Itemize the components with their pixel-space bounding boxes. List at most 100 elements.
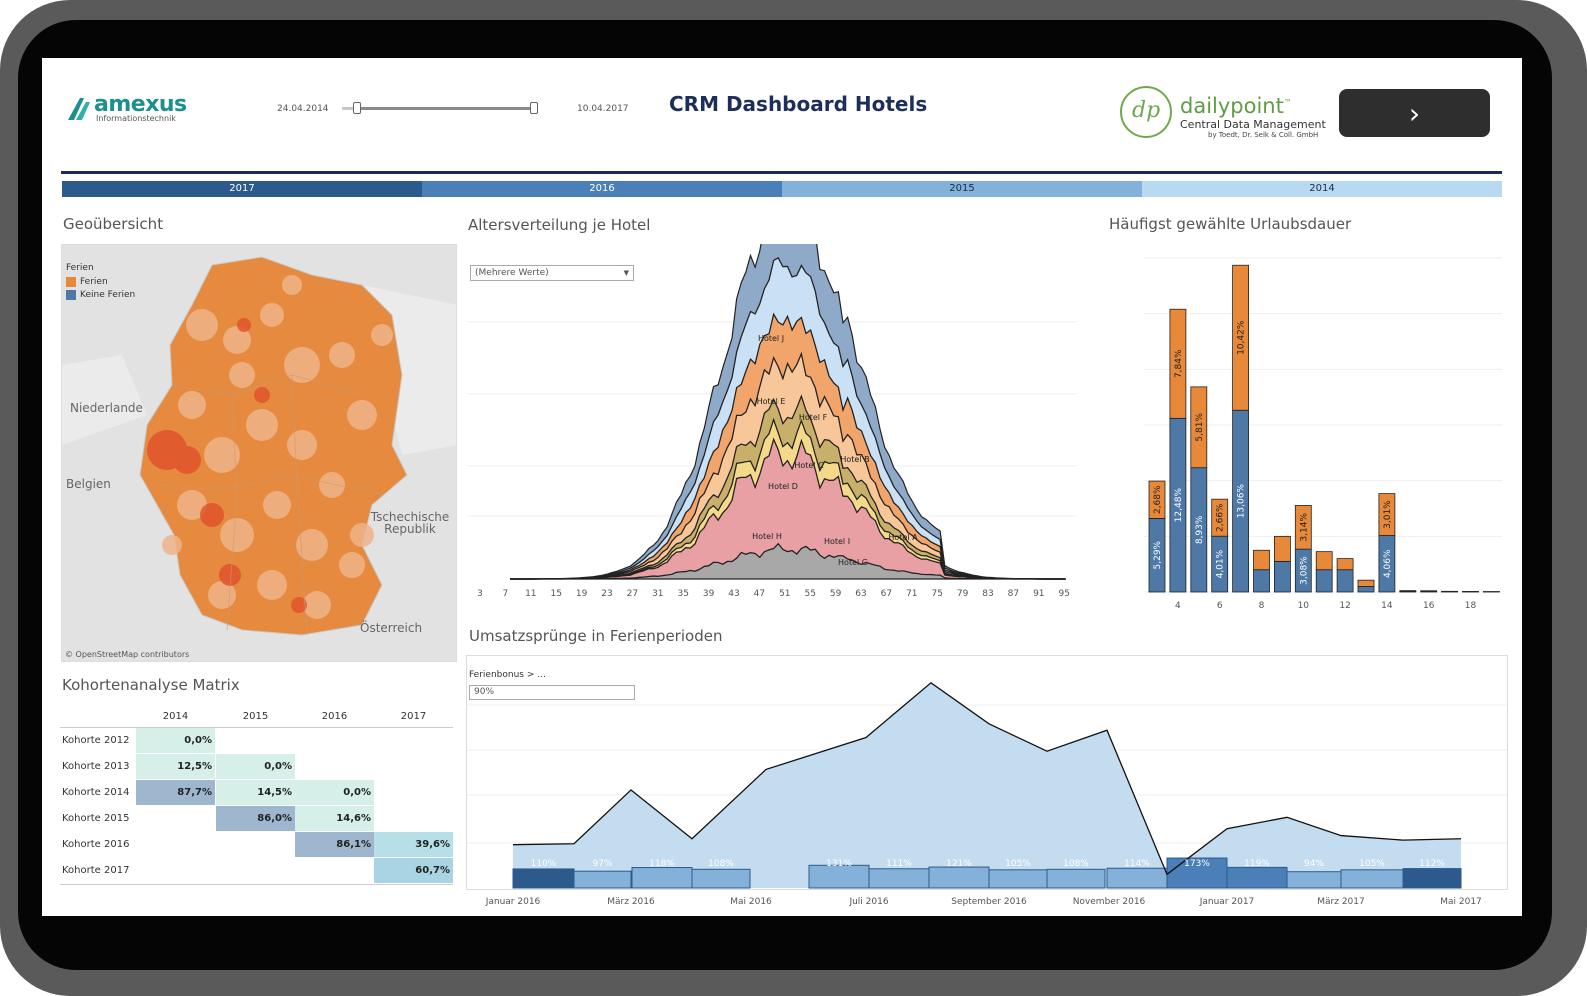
date-slider-range [356, 107, 534, 110]
cohort-cell[interactable]: 87,7% [136, 780, 215, 805]
age-stream[interactable] [509, 244, 1066, 580]
cohort-cell[interactable]: 86,1% [295, 832, 374, 857]
bar-label-orange: 5,81% [1195, 413, 1205, 442]
cohort-header-rule [60, 727, 453, 728]
cohort-cell[interactable]: 0,0% [295, 780, 374, 805]
bar-label-blue: 3,08% [1299, 556, 1309, 585]
bar-label-blue: 4,01% [1216, 549, 1226, 578]
hotel-filter-dropdown[interactable]: (Mehrere Werte) ▼ [470, 265, 634, 281]
bar-label-orange: 3,14% [1299, 513, 1309, 542]
amexus-word: amexus [94, 92, 187, 117]
bar-ferien[interactable] [1336, 558, 1354, 571]
duration-x-tick: 4 [1175, 601, 1181, 611]
age-x-tick: 47 [754, 589, 765, 599]
germany-heatmap[interactable]: Ferien Ferien Keine Ferien Niederlande B… [61, 244, 457, 662]
duration-x-tick: 12 [1339, 601, 1350, 611]
hotel-stream-label: Hotel A [888, 533, 918, 542]
revenue-bar-label: 110% [531, 859, 557, 869]
cohort-cell[interactable]: 60,7% [374, 858, 453, 883]
revenue-line [512, 681, 1462, 876]
bar-ferien[interactable] [1148, 480, 1166, 519]
revenue-bar[interactable] [1340, 869, 1404, 889]
revenue-bar[interactable] [1106, 867, 1168, 889]
bar-ferien[interactable] [1169, 308, 1187, 419]
bar-ferien[interactable] [1315, 551, 1333, 571]
year-tab-2015[interactable]: 2015 [782, 181, 1142, 197]
duration-bar-chart[interactable]: 5,29% 2,68% 12,48% 7,84% 8,93% 5,81% 4,01% 2,66… [1104, 244, 1504, 618]
age-distribution-chart[interactable]: Hotel J Hotel E Hotel F Hotel B Hotel C Hotel… [465, 244, 1081, 614]
cohort-cell[interactable]: 0,0% [216, 754, 295, 779]
bar-keine-ferien[interactable] [1336, 569, 1354, 593]
revenue-bar-label: 121% [946, 859, 972, 869]
bar-ferien[interactable] [1190, 386, 1208, 469]
revenue-bar[interactable] [1286, 871, 1342, 889]
age-x-tick: 27 [627, 589, 638, 599]
bonus-filter-input[interactable]: 90% [469, 685, 635, 700]
revenue-area-chart[interactable]: 110% 97% 118% 108% 131% 111% 121% 105% 108% 114% 1… [466, 655, 1508, 915]
bar-ferien[interactable] [1211, 498, 1229, 537]
bar-ferien[interactable] [1253, 549, 1270, 571]
revenue-bar[interactable] [1226, 866, 1288, 889]
age-x-tick: 59 [830, 589, 842, 599]
revenue-x-tick: Mai 2017 [1440, 897, 1482, 907]
revenue-bar[interactable] [512, 868, 575, 889]
cohort-title: Kohortenanalyse Matrix [62, 676, 240, 694]
map-legend-item[interactable]: Ferien [66, 277, 135, 287]
cohort-cell[interactable]: 0,0% [136, 728, 215, 753]
bar-ferien[interactable] [1420, 590, 1438, 592]
revenue-bar-label: 105% [1005, 859, 1031, 869]
revenue-area[interactable] [513, 682, 1461, 888]
bar-label-blue: 5,29% [1153, 540, 1163, 569]
cohort-row-label: Kohorte 2015 [62, 813, 130, 824]
bar-label-orange: 7,84% [1174, 349, 1184, 378]
year-tab-2016[interactable]: 2016 [422, 181, 782, 197]
revenue-bar[interactable] [631, 867, 693, 889]
cohort-cell[interactable]: 14,5% [216, 780, 295, 805]
cohort-cell[interactable]: 14,6% [295, 806, 374, 831]
dailypoint-name: dailypoint™ [1180, 94, 1292, 118]
bar-ferien[interactable] [1232, 264, 1250, 411]
duration-x-tick: 14 [1381, 601, 1393, 611]
revenue-bar[interactable] [691, 868, 751, 889]
bar-ferien[interactable] [1378, 493, 1396, 536]
revenue-bar[interactable] [928, 866, 990, 889]
date-slider-end-handle[interactable] [530, 102, 538, 114]
cohort-row-label: Kohorte 2013 [62, 761, 130, 772]
cohort-column-header: 2017 [400, 711, 427, 722]
date-slider-start-handle[interactable] [353, 102, 361, 114]
revenue-bar[interactable] [573, 870, 632, 889]
bar-keine-ferien[interactable] [1253, 569, 1270, 593]
duration-x-tick: 6 [1217, 601, 1223, 611]
age-x-tick: 83 [982, 589, 993, 599]
bar-ferien[interactable] [1399, 590, 1417, 592]
bar-ferien[interactable] [1294, 505, 1312, 550]
revenue-bar[interactable] [988, 869, 1048, 889]
revenue-bar[interactable] [1402, 868, 1462, 889]
cohort-cell[interactable]: 39,6% [374, 832, 453, 857]
year-tab-2017[interactable]: 2017 [62, 181, 422, 197]
revenue-bar-label: 131% [826, 859, 852, 869]
map-legend: Ferien Ferien Keine Ferien [66, 263, 135, 300]
bar-keine-ferien[interactable] [1357, 586, 1375, 593]
age-x-tick: 11 [525, 589, 536, 599]
revenue-bar[interactable] [1046, 868, 1106, 889]
bar-keine-ferien[interactable] [1273, 560, 1291, 593]
bar-ferien[interactable] [1273, 535, 1291, 562]
age-x-tick: 43 [728, 589, 739, 599]
cohort-cell[interactable]: 86,0% [216, 806, 295, 831]
bar-label-blue: 12,48% [1174, 488, 1184, 523]
hotel-stream-label: Hotel C [794, 461, 824, 470]
bar-keine-ferien[interactable] [1315, 569, 1333, 593]
year-tab-2014[interactable]: 2014 [1142, 181, 1502, 197]
map-label-oesterreich: Österreich [360, 621, 423, 635]
bar-ferien[interactable] [1357, 579, 1375, 587]
map-legend-item[interactable]: Keine Ferien [66, 290, 135, 300]
age-x-tick: 71 [906, 589, 917, 599]
revenue-bar-label: 108% [708, 859, 734, 869]
next-page-button[interactable]: › [1339, 89, 1490, 137]
cohort-cell[interactable]: 12,5% [136, 754, 215, 779]
map-label-niederlande: Niederlande [70, 401, 143, 415]
revenue-bar[interactable] [868, 868, 930, 889]
bar-label-blue: 4,06% [1383, 549, 1393, 578]
revenue-bar-label: 105% [1359, 859, 1385, 869]
